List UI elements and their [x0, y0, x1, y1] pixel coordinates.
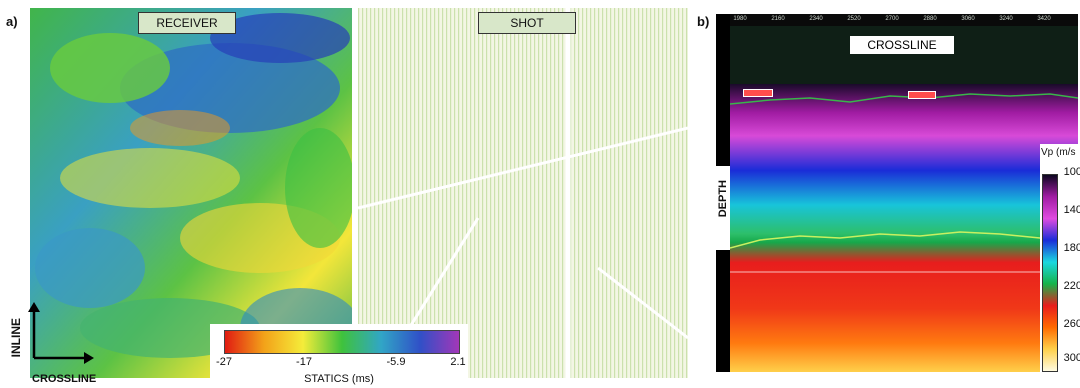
- panel-a-label: a): [6, 14, 18, 29]
- statics-colorbar-title: STATICS (ms): [304, 373, 374, 385]
- panel-b-label: b): [697, 14, 710, 29]
- section-image: [730, 84, 1078, 372]
- top-tick: 2700: [885, 16, 899, 22]
- top-tick: 3060: [961, 16, 975, 22]
- statics-colorbar: -27 -17 -5.9 2.1 STATICS (ms): [210, 324, 468, 388]
- shot-statics-map: [358, 8, 688, 378]
- depth-label-box: [716, 166, 730, 250]
- horizons: [730, 93, 1078, 273]
- marker-right: [908, 91, 936, 99]
- top-tick-row: 1980 2160 2340 2520 2700 2880 3060 3240 …: [730, 14, 1078, 26]
- vp-colorbar-ramp: [1042, 174, 1058, 372]
- receiver-map-image: [30, 8, 352, 378]
- top-tick: 3420: [1037, 16, 1051, 22]
- vp-tick: 260: [1063, 318, 1080, 330]
- shot-label: SHOT: [478, 12, 576, 34]
- receiver-label: RECEIVER: [138, 12, 236, 34]
- axis-crossline-label: CROSSLINE: [32, 373, 97, 385]
- vp-colorbar-title: Vp (m/s: [1041, 147, 1076, 158]
- vp-colorbar: Vp (m/s 100 140 180 220 260 300: [1040, 144, 1080, 372]
- vp-tick: 140: [1063, 204, 1080, 216]
- top-tick: 1980: [733, 16, 747, 22]
- receiver-statics-map: [30, 8, 352, 378]
- depth-label: DEPTH: [717, 180, 729, 218]
- top-tick: 2160: [771, 16, 785, 22]
- statics-tick: -5.9: [386, 356, 406, 368]
- vp-tick: 300: [1063, 352, 1080, 364]
- axis-inline-label: INLINE: [9, 318, 23, 358]
- statics-tick: 2.1: [450, 356, 466, 368]
- statics-colorbar-ramp: [224, 330, 460, 354]
- vp-tick: 220: [1063, 280, 1080, 292]
- top-tick: 3240: [999, 16, 1013, 22]
- velocity-section: 1980 2160 2340 2520 2700 2880 3060 3240 …: [716, 14, 1078, 372]
- statics-tick: -17: [296, 356, 312, 368]
- top-tick: 2520: [847, 16, 861, 22]
- top-tick: 2880: [923, 16, 937, 22]
- shot-map-image: [358, 8, 688, 378]
- statics-tick: -27: [216, 356, 232, 368]
- top-tick: 2340: [809, 16, 823, 22]
- vp-tick: 180: [1063, 242, 1080, 254]
- vp-tick: 100: [1063, 166, 1080, 178]
- marker-left: [743, 89, 773, 97]
- section-title: CROSSLINE: [850, 36, 954, 54]
- axis-arrows-icon: [28, 302, 94, 364]
